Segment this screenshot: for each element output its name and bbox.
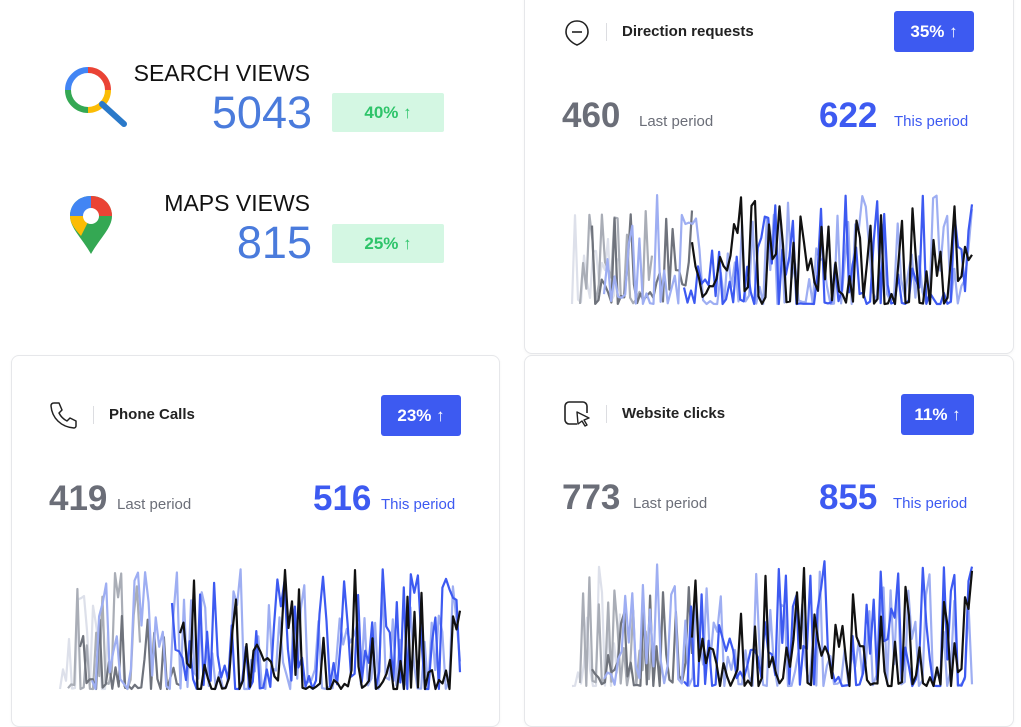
this-value: 622 <box>819 96 878 135</box>
maps-icon <box>70 196 112 254</box>
change-badge: 23% ↑ <box>381 395 461 436</box>
click-icon <box>564 401 590 427</box>
change-badge: 25% ↑ <box>332 224 444 263</box>
last-label: Last period <box>639 113 714 130</box>
sparkline <box>571 560 974 688</box>
this-value: 516 <box>313 479 372 518</box>
sparkline-series <box>690 196 973 306</box>
last-value: 773 <box>562 478 621 517</box>
sparkline <box>570 193 974 306</box>
sparkline-series <box>602 193 974 306</box>
this-value: 855 <box>819 478 878 517</box>
dashboard: SEARCH VIEWS 5043 40% ↑ MAPS VIEWS 815 2… <box>11 0 1014 727</box>
this-label: This period <box>894 113 969 130</box>
summary-value: 5043 <box>211 87 312 138</box>
card-title: Website clicks <box>622 405 726 422</box>
direction-icon <box>565 20 589 46</box>
search-icon <box>65 67 127 127</box>
last-label: Last period <box>117 496 192 513</box>
sparkline-series <box>682 194 974 306</box>
summary-title: MAPS VIEWS <box>164 190 310 216</box>
card-title: Phone Calls <box>109 406 195 423</box>
sparkline-series <box>603 563 974 688</box>
last-value: 419 <box>49 479 108 518</box>
phone-icon <box>50 402 77 429</box>
summary-value: 815 <box>236 217 312 268</box>
sparkline <box>58 568 462 691</box>
divider <box>606 23 607 41</box>
this-label: This period <box>381 496 456 513</box>
this-label: This period <box>893 495 968 512</box>
divider <box>93 406 94 424</box>
change-badge: 11% ↑ <box>901 394 974 435</box>
card-title: Direction requests <box>622 23 754 40</box>
change-badge: 40% ↑ <box>332 93 444 132</box>
sparkline-series <box>690 566 974 688</box>
last-value: 460 <box>562 96 621 135</box>
sparkline-series <box>178 568 462 691</box>
sparkline-series <box>170 568 462 691</box>
divider <box>606 405 607 423</box>
last-label: Last period <box>633 495 708 512</box>
page: {"summary":[ {"title":"SEARCH VIEWS","va… <box>11 0 1014 727</box>
change-badge: 35% ↑ <box>894 11 974 52</box>
summary-title: SEARCH VIEWS <box>133 60 310 86</box>
